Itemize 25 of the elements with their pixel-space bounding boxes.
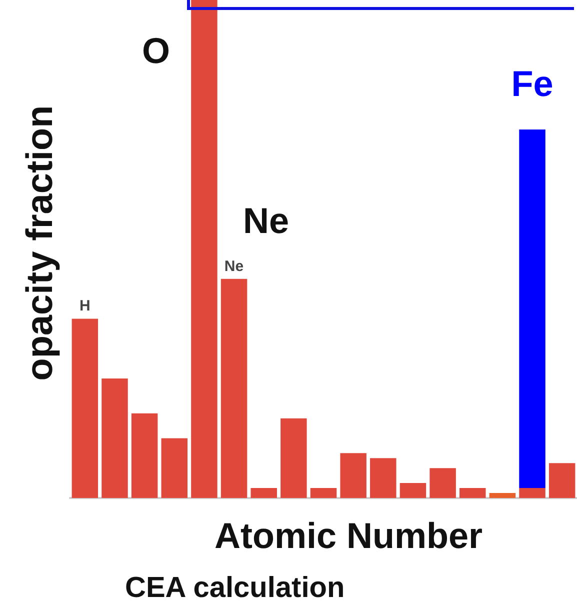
bar [280, 418, 307, 498]
annotation: Ne [243, 200, 290, 242]
annotation: O [142, 30, 170, 72]
bar [250, 488, 277, 498]
bar [489, 493, 516, 498]
bar [430, 468, 456, 498]
y-axis-title: opacity fraction [19, 104, 61, 383]
bar [340, 453, 366, 498]
bar [548, 463, 576, 498]
x-axis-title: Atomic Number [213, 515, 484, 557]
series-label: Fe [511, 62, 554, 104]
bar [102, 378, 128, 498]
bar [191, 0, 218, 498]
bar [459, 488, 486, 498]
bar [310, 488, 337, 498]
bar [400, 483, 426, 498]
bar [161, 438, 188, 498]
bar [72, 318, 98, 498]
bar [131, 413, 158, 498]
bar [519, 129, 546, 488]
bar [220, 278, 248, 498]
bar [370, 458, 396, 498]
bar [519, 488, 546, 498]
x-tick-label: H [79, 298, 90, 315]
text: CEA calculation [125, 572, 345, 605]
